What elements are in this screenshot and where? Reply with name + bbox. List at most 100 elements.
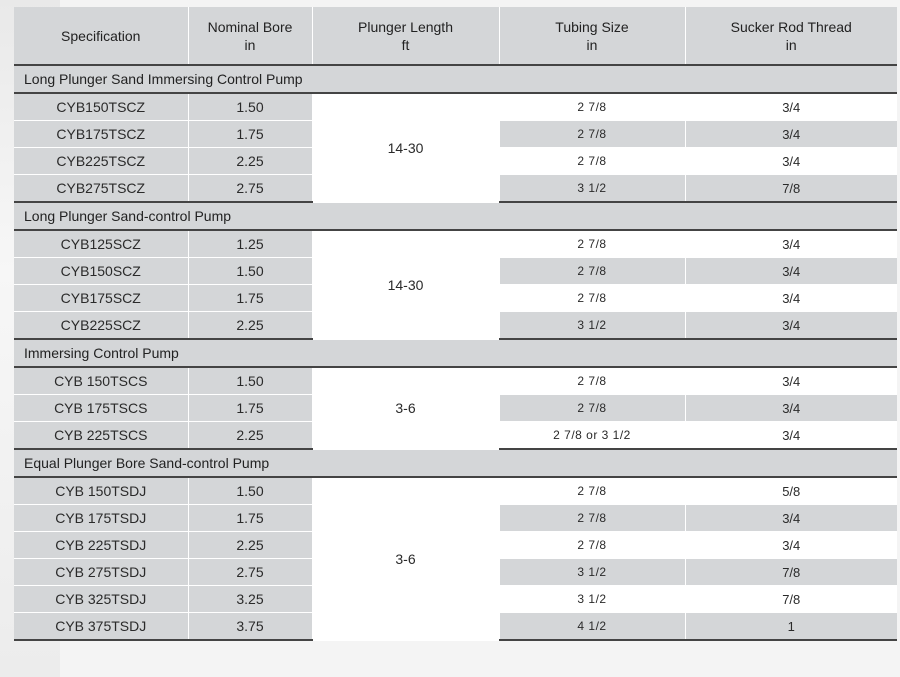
table-row: CYB 175TSDJ 1.75 2 7/8 3/4 xyxy=(14,504,897,532)
table-row: CYB 150TSDJ 1.50 3-6 2 7/8 5/8 xyxy=(14,477,897,641)
table-row: CYB 225TSDJ 2.25 2 7/8 3/4 xyxy=(14,531,897,559)
spec-cell: CYB 175TSCS xyxy=(14,394,189,422)
sucker-rod-thread-cell: 7/8 xyxy=(685,558,897,586)
bore-cell: 1.50 xyxy=(188,367,313,395)
table-header: Specification Nominal Bore in Plunger Le… xyxy=(14,7,897,66)
sucker-rod-thread-cell: 3/4 xyxy=(685,284,897,312)
tubing-size-cell: 2 7/8 xyxy=(499,257,686,285)
tubing-size-cell: 2 7/8 xyxy=(499,394,686,422)
sucker-rod-thread-cell: 3/4 xyxy=(685,230,897,258)
table-row: CYB 175TSCS 1.75 2 7/8 3/4 xyxy=(14,394,897,422)
spec-cell: CYB275TSCZ xyxy=(14,174,189,203)
header-sucker-rod-thread-label: Sucker Rod Thread xyxy=(730,18,852,35)
sucker-rod-thread-cell: 7/8 xyxy=(685,585,897,613)
tubing-size-cell: 3 1/2 xyxy=(499,311,686,340)
tubing-size-cell: 2 7/8 xyxy=(499,531,686,559)
tubing-size-cell: 3 1/2 xyxy=(499,558,686,586)
header-tubing-size-unit: in xyxy=(586,36,598,53)
bore-cell: 1.25 xyxy=(188,230,313,258)
bore-cell: 2.25 xyxy=(188,421,313,450)
table-row: CYB 225TSCS 2.25 2 7/8 or 3 1/2 3/4 xyxy=(14,421,897,450)
sucker-rod-thread-cell: 3/4 xyxy=(685,257,897,285)
tubing-size-cell: 2 7/8 xyxy=(499,367,686,395)
spec-cell: CYB150TSCZ xyxy=(14,93,189,121)
section-title: Long Plunger Sand-control Pump xyxy=(14,201,897,231)
table-row: CYB 375TSDJ 3.75 4 1/2 1 xyxy=(14,612,897,641)
header-tubing-size: Tubing Size in xyxy=(499,7,686,66)
section-row: Equal Plunger Bore Sand-control Pump xyxy=(14,448,897,478)
table-row: CYB225SCZ 2.25 3 1/2 3/4 xyxy=(14,311,897,340)
table-row: CYB175TSCZ 1.75 2 7/8 3/4 xyxy=(14,120,897,148)
section-row: Long Plunger Sand Immersing Control Pump xyxy=(14,64,897,94)
bore-cell: 3.75 xyxy=(188,612,313,641)
table-row: CYB150SCZ 1.50 2 7/8 3/4 xyxy=(14,257,897,285)
header-plunger-length-label: Plunger Length xyxy=(358,18,453,35)
header-sucker-rod-thread-unit: in xyxy=(785,36,797,53)
spec-cell: CYB 325TSDJ xyxy=(14,585,189,613)
bore-cell: 2.25 xyxy=(188,147,313,175)
sucker-rod-thread-cell: 3/4 xyxy=(685,421,897,450)
section-title: Equal Plunger Bore Sand-control Pump xyxy=(14,448,897,478)
tubing-size-cell: 2 7/8 xyxy=(499,230,686,258)
sucker-rod-thread-cell: 3/4 xyxy=(685,311,897,340)
plunger-length-cell: 3-6 xyxy=(312,367,500,450)
spec-cell: CYB 150TSDJ xyxy=(14,477,189,505)
tubing-size-cell: 3 1/2 xyxy=(499,174,686,203)
sucker-rod-thread-cell: 3/4 xyxy=(685,531,897,559)
table-row: CYB125SCZ 1.25 14-30 2 7/8 3/4 xyxy=(14,230,897,340)
header-nominal-bore-label: Nominal Bore xyxy=(207,18,293,35)
sucker-rod-thread-cell: 3/4 xyxy=(685,93,897,121)
spec-cell: CYB 150TSCS xyxy=(14,367,189,395)
header-sucker-rod-thread: Sucker Rod Thread in xyxy=(685,7,897,66)
spec-cell: CYB150SCZ xyxy=(14,257,189,285)
table-row: CYB275TSCZ 2.75 3 1/2 7/8 xyxy=(14,174,897,203)
bore-cell: 1.50 xyxy=(188,477,313,505)
spec-cell: CYB175TSCZ xyxy=(14,120,189,148)
table-row: CYB175SCZ 1.75 2 7/8 3/4 xyxy=(14,284,897,312)
pump-spec-table: Specification Nominal Bore in Plunger Le… xyxy=(14,7,897,641)
bore-cell: 1.50 xyxy=(188,93,313,121)
tubing-size-cell: 3 1/2 xyxy=(499,585,686,613)
bore-cell: 3.25 xyxy=(188,585,313,613)
table-row: CYB 150TSCS 1.50 3-6 2 7/8 3/4 xyxy=(14,367,897,450)
sucker-rod-thread-cell: 5/8 xyxy=(685,477,897,505)
spec-cell: CYB 275TSDJ xyxy=(14,558,189,586)
section-row: Immersing Control Pump xyxy=(14,338,897,368)
header-row: Specification Nominal Bore in Plunger Le… xyxy=(14,7,897,66)
section-row: Long Plunger Sand-control Pump xyxy=(14,201,897,231)
tubing-size-cell: 4 1/2 xyxy=(499,612,686,641)
sucker-rod-thread-cell: 3/4 xyxy=(685,367,897,395)
spec-cell: CYB225SCZ xyxy=(14,311,189,340)
spec-cell: CYB125SCZ xyxy=(14,230,189,258)
table-row: CYB 325TSDJ 3.25 3 1/2 7/8 xyxy=(14,585,897,613)
tubing-size-cell: 2 7/8 xyxy=(499,147,686,175)
bore-cell: 2.25 xyxy=(188,531,313,559)
spec-cell: CYB 225TSCS xyxy=(14,421,189,450)
header-tubing-size-label: Tubing Size xyxy=(555,18,629,35)
spec-cell: CYB175SCZ xyxy=(14,284,189,312)
tubing-size-cell: 2 7/8 xyxy=(499,120,686,148)
sucker-rod-thread-cell: 7/8 xyxy=(685,174,897,203)
section-title: Long Plunger Sand Immersing Control Pump xyxy=(14,64,897,94)
table-row: CYB225TSCZ 2.25 2 7/8 3/4 xyxy=(14,147,897,175)
sucker-rod-thread-cell: 3/4 xyxy=(685,147,897,175)
plunger-length-cell: 14-30 xyxy=(312,230,500,340)
sucker-rod-thread-cell: 1 xyxy=(685,612,897,641)
tubing-size-cell: 2 7/8 xyxy=(499,93,686,121)
bore-cell: 1.75 xyxy=(188,120,313,148)
table-row: CYB150TSCZ 1.50 14-30 2 7/8 3/4 xyxy=(14,93,897,203)
bore-cell: 1.75 xyxy=(188,394,313,422)
tubing-size-cell: 2 7/8 xyxy=(499,477,686,505)
sucker-rod-thread-cell: 3/4 xyxy=(685,504,897,532)
bore-cell: 1.50 xyxy=(188,257,313,285)
bore-cell: 2.75 xyxy=(188,174,313,203)
bore-cell: 1.75 xyxy=(188,284,313,312)
header-plunger-length: Plunger Length ft xyxy=(312,7,500,66)
spec-cell: CYB 175TSDJ xyxy=(14,504,189,532)
spec-cell: CYB 225TSDJ xyxy=(14,531,189,559)
header-nominal-bore-unit: in xyxy=(244,36,256,53)
header-nominal-bore: Nominal Bore in xyxy=(188,7,313,66)
table-body: Long Plunger Sand Immersing Control Pump… xyxy=(14,64,897,641)
header-plunger-length-unit: ft xyxy=(401,36,410,53)
bore-cell: 2.75 xyxy=(188,558,313,586)
